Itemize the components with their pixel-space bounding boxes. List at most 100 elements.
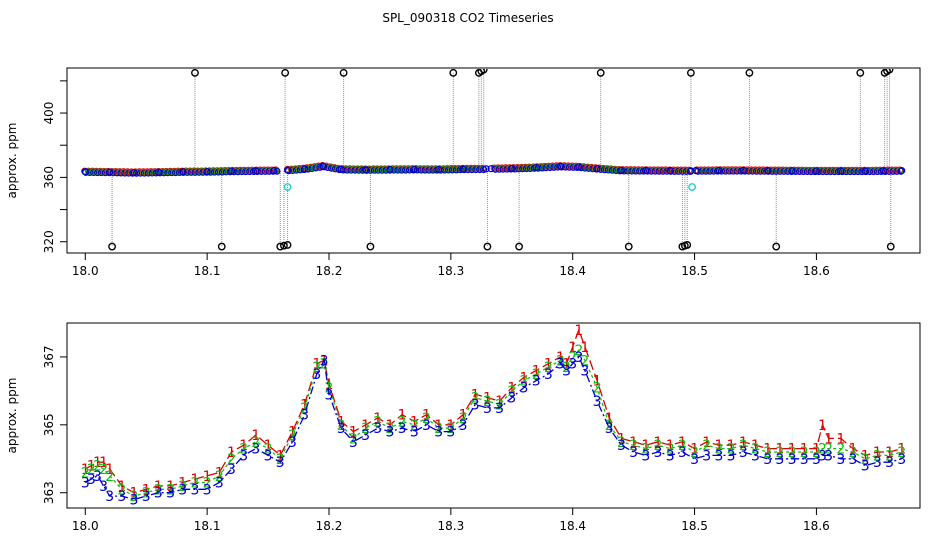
series-marker-3: 3 [99,479,108,495]
data-point [508,164,516,172]
data-point [623,166,631,174]
series-marker-2: 2 [300,401,309,417]
data-point [154,168,162,176]
series-marker-3: 3 [568,357,577,373]
data-point [646,166,654,174]
series-marker-1: 1 [471,387,480,403]
data-point [120,168,128,176]
data-point [627,166,635,174]
data-point [759,166,767,174]
series-marker-3: 3 [93,469,102,485]
data-point [779,166,787,174]
data-point [447,165,455,173]
data-point [342,165,350,173]
data-point [400,165,408,173]
series-marker-3: 3 [87,472,96,488]
series-marker-2: 2 [593,380,602,396]
series-marker-3: 3 [495,401,504,417]
data-point [812,167,821,175]
outlier-point [366,242,375,251]
data-point [593,164,601,173]
data-point [350,165,358,173]
data-point [459,165,467,173]
data-point [701,167,709,175]
series-marker-3: 3 [300,408,309,424]
x-tick-label: 18.1 [194,519,221,533]
y-tick-label: 365 [42,413,56,436]
data-point [315,163,323,171]
outlier-point [449,69,458,77]
data-point [354,166,362,174]
series-marker-3: 3 [434,425,443,441]
series-marker-2: 2 [459,411,468,427]
data-point [89,168,97,176]
series-marker-2: 2 [385,421,394,437]
x-tick-label: 18.4 [559,519,586,533]
series-marker-2: 2 [142,486,151,502]
data-point [378,166,386,174]
series-marker-3: 3 [562,364,571,380]
data-point [307,164,315,172]
data-point [166,167,175,175]
series-marker-1: 1 [873,445,882,461]
data-point [311,163,319,171]
x-tick-label: 18.2 [316,264,343,278]
data-point [143,168,151,176]
series-marker-3: 3 [422,418,431,434]
series-marker-1: 1 [702,435,711,451]
series-marker-1: 1 [434,418,443,434]
series-marker-2: 2 [520,374,529,390]
data-point [736,166,744,174]
data-point [315,162,323,170]
data-point [396,165,405,173]
data-point [210,167,218,176]
series-marker-3: 3 [361,428,370,444]
series-marker-2: 2 [398,414,407,430]
series-marker-2: 2 [885,448,894,464]
data-point [494,164,502,172]
series-marker-3: 3 [117,489,126,505]
data-point [292,165,300,174]
x-tick-label: 18.4 [559,264,586,278]
data-point [346,165,354,173]
data-point [561,162,569,170]
outlier-point [191,69,199,77]
series-marker-1: 1 [483,391,492,407]
data-point [420,165,428,173]
data-point [358,166,366,174]
data-point [179,168,187,176]
series-marker-2: 2 [702,438,711,454]
data-point [186,167,194,175]
series-marker-3: 3 [81,476,90,492]
data-point [833,166,841,174]
series-marker-2: 2 [727,442,736,458]
series-marker-3: 3 [227,462,236,478]
data-point [537,163,545,171]
data-point [424,165,432,173]
data-point [662,167,670,175]
data-point [849,166,857,174]
data-point [666,167,674,175]
overview-panel: 18.0 18.1 18.2 18.3 18.4 18.5 18.6 320 360 400 app… [5,67,921,278]
series-marker-2: 2 [276,452,285,468]
series-marker-2: 2 [495,397,504,413]
data-point [467,164,475,172]
outlier-point [280,241,288,250]
series-line-2 [84,349,902,497]
series-marker-3: 3 [641,448,650,464]
outlier-point [339,69,348,77]
series-marker-2: 2 [117,482,126,498]
series-marker-2: 2 [349,431,358,447]
data-point [736,166,744,175]
series-marker-1: 1 [87,459,96,475]
data-point [764,167,772,175]
series-marker-1: 1 [666,438,675,454]
data-point [498,164,507,173]
data-point [826,167,834,175]
data-point [783,167,791,175]
data-point [545,162,553,170]
data-point [190,167,198,175]
data-point [190,168,199,176]
data-point [227,167,236,175]
series-marker-3: 3 [580,364,589,380]
